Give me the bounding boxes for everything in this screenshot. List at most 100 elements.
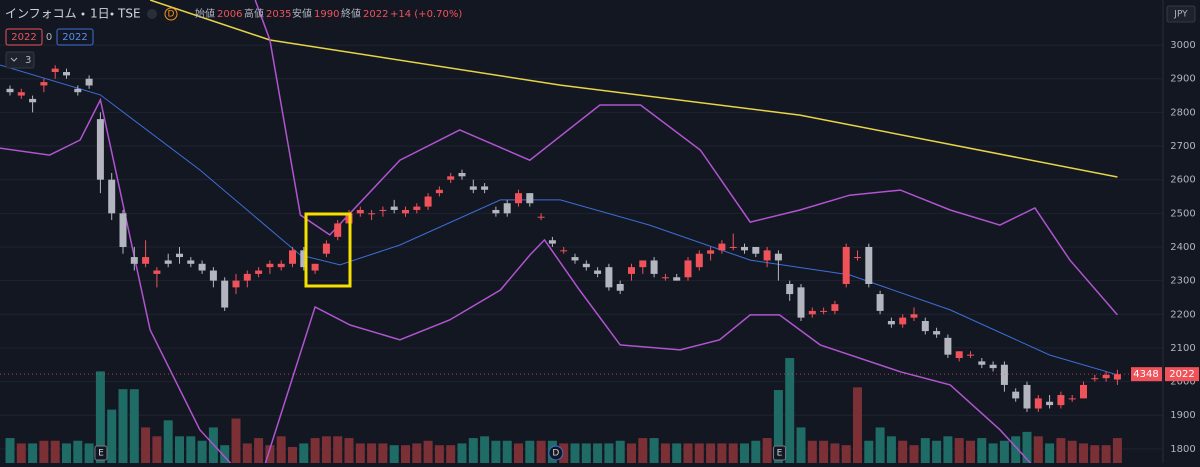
collapse-button[interactable] [5,51,35,69]
ask[interactable]: 2022 [62,32,87,43]
volume-bar [694,443,704,463]
low-label: 安値 [292,7,312,20]
candle-body [786,283,794,295]
chevron-icon[interactable] [10,57,18,62]
candle-body [876,294,884,311]
volume-bar [129,389,139,463]
separator [81,12,85,16]
candle-body [820,310,828,312]
volume-bar [457,443,467,463]
volume-bar [152,436,162,463]
volume-bar [638,438,648,463]
volume-bar [141,427,151,463]
volume-bar [796,427,806,463]
bid[interactable]: 2022 [11,32,36,43]
candle-body [650,260,658,274]
candle-body [322,243,330,254]
volume-bar [84,443,94,463]
plot-area [0,0,1163,463]
currency-box[interactable] [1166,5,1196,23]
candle-body [85,78,93,86]
flag[interactable]: D [168,10,175,20]
candle-body [503,203,511,214]
hidden-count[interactable]: 3 [25,55,31,66]
y-tick-label: 2800 [1170,107,1195,118]
candle-body [978,361,986,365]
indicator-line [0,97,1031,463]
candle-body [842,246,850,284]
candle-body [571,257,579,261]
low-value: 1990 [314,9,339,20]
candle-body [368,213,376,215]
candle-body [277,263,285,268]
candle-body [108,179,116,214]
volume-bar [525,440,535,463]
high-value: 2035 [266,9,291,20]
volume-bar [751,440,761,463]
volume-bar [434,445,444,463]
volume-bar [1112,438,1122,463]
event-label: E [777,449,783,459]
volume-bar [920,438,930,463]
volume-bar [807,440,817,463]
candle-body [967,354,974,356]
candle-body [594,270,602,274]
symbol-name: インフォコム [5,7,77,21]
candle-body [752,246,760,254]
candle-body [673,277,681,281]
candle-body [96,119,104,180]
volume-bar [660,443,670,463]
candle-body [955,351,963,359]
candle-body [40,82,48,86]
y-tick-label: 2300 [1170,276,1195,287]
close-value: 2022 [363,9,388,20]
volume-bar [604,443,614,463]
volume-bar [389,445,399,463]
volume-bar [1101,445,1111,463]
grid [0,44,1163,450]
candle-body [582,263,590,268]
y-tick-label: 1800 [1170,444,1195,455]
ask-box[interactable] [56,28,94,46]
open-value: 2006 [217,9,242,20]
y-tick-label: 2900 [1170,74,1195,85]
volume-bar [1056,438,1066,463]
bid-box[interactable] [5,28,43,46]
volume-bar [932,440,942,463]
indicator-line [254,0,1118,316]
y-tick-label: 2100 [1170,343,1195,354]
volume-bar [231,418,241,463]
candle-body [63,72,70,76]
volume-bar [773,390,783,463]
candle-body [944,337,952,355]
candle-body [1068,398,1076,400]
currency[interactable]: JPY [1173,10,1188,20]
candle-body [142,257,150,264]
y-tick-label: 2500 [1170,208,1195,219]
volume-bar [62,443,71,463]
volume-bar [276,436,286,463]
volume-bar [864,440,874,463]
candle-body [221,280,229,308]
volume-bar [819,440,829,463]
volume-bar [1022,431,1032,463]
exchange: TSE [117,7,141,21]
candle-body [6,88,14,93]
volume-bar [468,438,478,463]
separator [110,12,114,16]
volume-bar [717,443,727,463]
candle-body [390,206,398,210]
candle-body [1034,398,1042,409]
event-label: E [98,449,104,459]
volume-bar [1045,443,1055,463]
volume-bar [220,445,230,463]
candle-body [1113,374,1121,380]
volume-bar [683,443,693,463]
volume-bar [706,443,716,463]
flag-badge[interactable] [164,7,178,21]
candle-body [639,260,647,268]
volume-bar [943,436,953,463]
volume-tag-label: 4348 [1133,369,1158,380]
y-tick-label: 2000 [1170,377,1195,388]
